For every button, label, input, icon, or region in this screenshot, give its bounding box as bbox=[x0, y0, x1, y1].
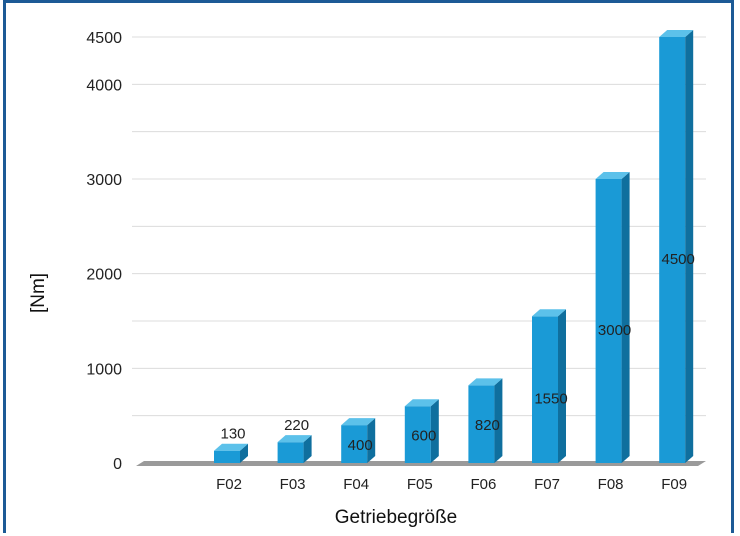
bar-top bbox=[659, 30, 694, 37]
data-label: 130 bbox=[220, 426, 245, 443]
bar-front bbox=[404, 406, 431, 463]
y-tick-label: 2000 bbox=[86, 267, 122, 284]
bar-front bbox=[341, 425, 368, 463]
bar-f02 bbox=[214, 443, 248, 463]
bar-side bbox=[367, 418, 376, 463]
bar-front bbox=[595, 179, 622, 463]
y-tick-label: 4000 bbox=[86, 77, 122, 94]
bar-side bbox=[494, 378, 503, 463]
bar-front bbox=[468, 385, 495, 463]
y-tick-label: 1000 bbox=[86, 361, 122, 378]
bar-top bbox=[214, 443, 248, 451]
x-tick-label: F03 bbox=[280, 476, 306, 493]
x-tick-label: F07 bbox=[534, 476, 560, 493]
x-axis-title: Getriebegröße bbox=[335, 507, 458, 528]
y-tick-label: 0 bbox=[113, 456, 122, 473]
bar-f06 bbox=[468, 378, 503, 463]
data-label: 4500 bbox=[662, 251, 695, 268]
bar-front bbox=[532, 316, 558, 463]
bar-side bbox=[430, 399, 439, 463]
data-label: 3000 bbox=[598, 322, 631, 339]
bar-f05 bbox=[404, 399, 439, 463]
bar-top bbox=[468, 378, 503, 386]
data-label: 220 bbox=[284, 417, 309, 434]
bar-side bbox=[558, 309, 566, 463]
bar-front bbox=[214, 450, 240, 463]
x-tick-label: F02 bbox=[216, 476, 242, 493]
data-label: 600 bbox=[411, 428, 436, 445]
data-label: 1550 bbox=[534, 391, 567, 408]
bar-top bbox=[277, 435, 312, 443]
data-label: 820 bbox=[475, 417, 500, 434]
y-tick-label: 4500 bbox=[86, 30, 122, 47]
chart-frame: 0 1000 2000 3000 4000 4500 130 220 400 600 820 155… bbox=[3, 0, 734, 533]
bar-top bbox=[595, 172, 630, 179]
bar-top bbox=[341, 418, 376, 426]
bar-top bbox=[404, 399, 439, 407]
y-tick-label: 3000 bbox=[86, 172, 122, 189]
bar-f08 bbox=[595, 172, 630, 463]
bar-top bbox=[532, 309, 566, 317]
bar-side bbox=[240, 443, 248, 463]
bar-front bbox=[277, 442, 304, 463]
bar-side bbox=[621, 172, 630, 463]
x-tick-label: F09 bbox=[661, 476, 687, 493]
bar-f03 bbox=[277, 435, 312, 463]
y-axis-title: [Nm] bbox=[28, 273, 49, 313]
x-tick-label: F05 bbox=[407, 476, 433, 493]
data-label: 400 bbox=[348, 437, 373, 454]
bar-series: 130 220 400 600 820 1550 3000 4500 bbox=[214, 30, 695, 463]
x-tick-label: F08 bbox=[598, 476, 624, 493]
x-tick-label: F06 bbox=[470, 476, 496, 493]
bar-front bbox=[659, 37, 686, 463]
bar-f09 bbox=[659, 30, 694, 463]
bar-chart: 0 1000 2000 3000 4000 4500 130 220 400 600 820 155… bbox=[28, 30, 706, 528]
gridlines bbox=[132, 36, 706, 417]
y-axis-ticks: 0 1000 2000 3000 4000 4500 bbox=[86, 30, 122, 473]
x-axis-ticks: F02 F03 F04 F05 F06 F07 F08 F09 bbox=[216, 476, 687, 493]
bar-f07 bbox=[532, 309, 566, 463]
bar-side bbox=[303, 435, 312, 463]
bar-f04 bbox=[341, 418, 376, 463]
x-tick-label: F04 bbox=[343, 476, 369, 493]
bar-side bbox=[685, 30, 694, 463]
